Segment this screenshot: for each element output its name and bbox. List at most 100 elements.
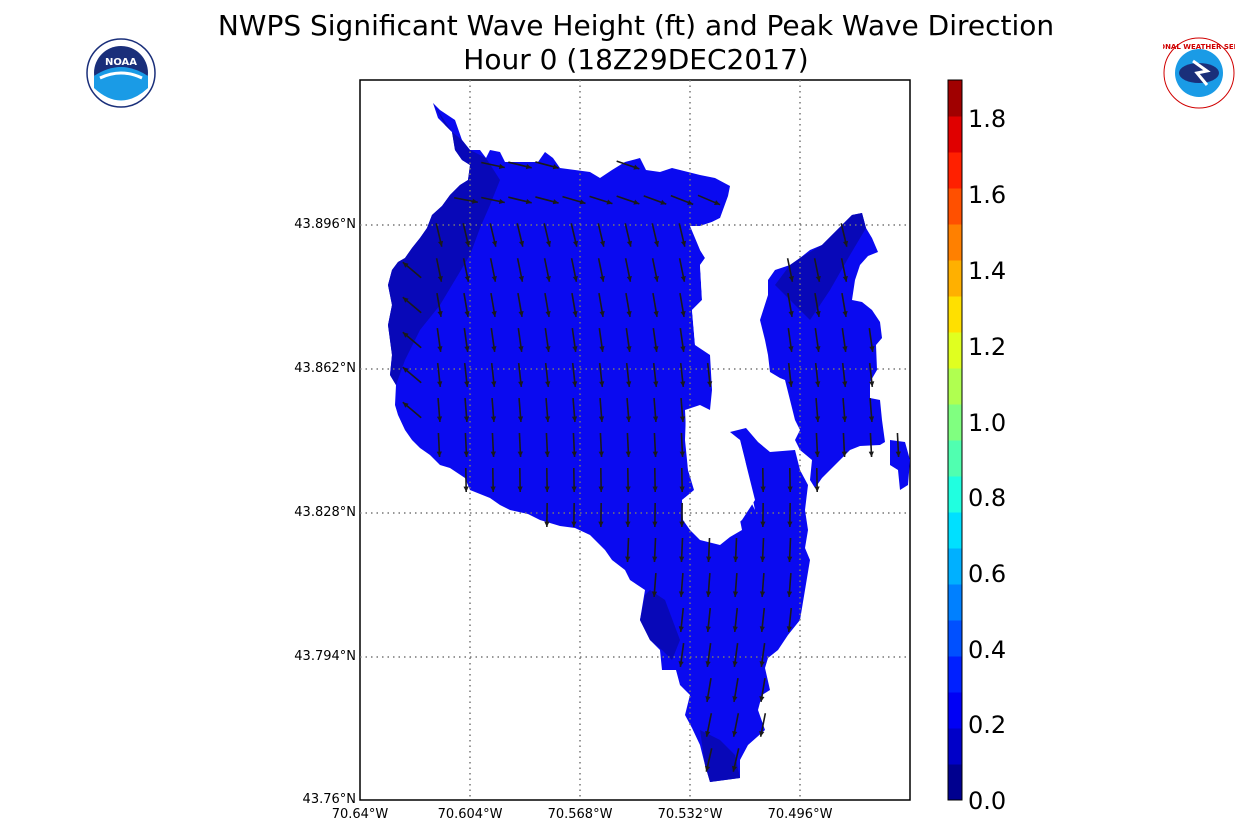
wave-direction-arrow-head [814, 451, 820, 457]
wave-direction-arrow-head [437, 275, 443, 282]
wave-direction-arrow-head [633, 164, 640, 170]
wave-direction-arrow-head [707, 381, 713, 387]
colorbar-segment [948, 368, 962, 405]
wave-direction-arrow-head [518, 346, 524, 352]
wave-direction-arrow-head [436, 451, 442, 457]
wave-direction-arrow-head [760, 521, 766, 527]
colorbar-segment [948, 152, 962, 189]
wave-direction-arrow-head [491, 240, 498, 247]
wave-direction-arrow-head [402, 367, 409, 373]
wave-direction-arrow-head [572, 381, 578, 387]
wave-direction-arrows [402, 160, 901, 772]
wave-direction-arrow-head [759, 591, 766, 597]
wave-direction-arrow-head [491, 275, 497, 282]
wave-direction-arrow-head [678, 626, 684, 632]
lon-label-70-64: 70.64°W [331, 807, 389, 822]
wave-direction-arrow-head [706, 556, 712, 562]
wave-direction-arrow-head [841, 416, 848, 422]
colorbar-segment [948, 116, 962, 153]
wave-direction-arrow-head [788, 311, 794, 317]
wave-direction-arrow-head [437, 240, 444, 247]
wave-direction-arrow-head [788, 346, 794, 352]
wave-direction-arrow-head [491, 311, 497, 317]
wave-direction-arrow-head [705, 730, 711, 737]
western-shelf [388, 103, 500, 385]
wave-direction-arrow-head [498, 198, 505, 204]
wave-direction-arrow-head [599, 381, 605, 387]
wave-direction-arrow-head [525, 199, 532, 205]
wave-direction-arrow-head [626, 275, 632, 282]
shallow-patch-south [700, 730, 740, 782]
wave-direction-arrow-head [788, 275, 794, 282]
wave-direction-arrow-head [714, 200, 721, 205]
wave-direction-arrow-head [733, 556, 739, 562]
wave-direction-arrow-head [545, 275, 551, 282]
wave-direction-arrow-head [678, 591, 685, 597]
wave-direction-arrow-head [687, 200, 694, 205]
wave-direction-arrow-head [598, 416, 605, 422]
lon-label-70-496: 70.496°W [767, 807, 833, 822]
wave-direction-arrow-head [545, 346, 551, 352]
north-white-gap [690, 218, 720, 350]
colorbar-segment [948, 692, 962, 729]
wave-direction-arrow-head [787, 486, 793, 492]
wave-direction-arrow-head [760, 486, 766, 492]
wave-direction-arrow-head [498, 163, 505, 169]
wave-direction-arrow-head [517, 416, 524, 422]
wave-direction-arrow-head [842, 275, 848, 282]
wave-direction-arrow-head [732, 730, 738, 737]
wave-direction-arrow-head [436, 416, 443, 422]
wave-direction-arrow-head [788, 381, 794, 387]
wave-direction-arrow-head [464, 240, 471, 247]
wave-direction-arrow-head [787, 521, 793, 527]
wave-direction-arrow-head [787, 556, 793, 562]
colorbar-label-1-4: 1.4 [968, 257, 1007, 285]
colorbar-segment [948, 440, 962, 477]
wave-direction-arrow-head [815, 275, 821, 282]
wave-direction-arrow-head [491, 381, 497, 387]
noaa-logo-icon: NOAA [86, 38, 156, 108]
wave-direction-arrow-head [606, 199, 613, 205]
lat-label-43-828: 43.828°N [294, 505, 356, 520]
shallow-patch-middle [640, 590, 680, 660]
wave-direction-arrow-head [679, 451, 685, 457]
wave-direction-arrow-head [545, 311, 551, 317]
wave-direction-arrow-head [759, 696, 765, 702]
wave-direction-arrow-head [625, 521, 631, 527]
wave-direction-arrow-head [680, 381, 686, 387]
noaa-logo-text: NOAA [105, 57, 137, 68]
colorbar-segment [948, 188, 962, 225]
wave-direction-arrow-head [518, 275, 524, 282]
lat-label-43-862: 43.862°N [294, 361, 356, 376]
wave-direction-arrow-head [705, 626, 711, 632]
wave-direction-arrow-head [517, 451, 523, 457]
lon-label-70-568: 70.568°W [547, 807, 613, 822]
colorbar-label-1-8: 1.8 [968, 105, 1007, 133]
wave-direction-arrow-head [552, 199, 559, 205]
map-title-line1: NWPS Significant Wave Height (ft) and Pe… [217, 9, 1055, 42]
wave-direction-arrow-head [402, 332, 409, 338]
nws-logo-icon: NATIONAL WEATHER SERVICE [1141, 37, 1257, 109]
colorbar-segment [948, 728, 962, 765]
wave-direction-arrow-head [815, 311, 821, 317]
wave-direction-arrow-head [599, 240, 606, 247]
wave-direction-arrow-head [545, 240, 552, 247]
wave-direction-arrow-head [759, 626, 765, 632]
wave-direction-arrow-head [518, 240, 525, 247]
shallow-patch-north [775, 213, 866, 320]
wave-direction-arrow-head [572, 275, 578, 282]
wave-direction-arrow-head [869, 346, 875, 352]
wave-direction-arrow-head [572, 240, 579, 247]
wave-direction-arrow-head [815, 346, 821, 352]
wave-direction-arrow-head [626, 346, 632, 352]
wave-direction-arrow-head [653, 381, 659, 387]
nws-logo-text: NATIONAL WEATHER SERVICE [1163, 43, 1235, 51]
wave-direction-arrow-head [463, 416, 470, 422]
wave-direction-arrow-head [490, 486, 496, 492]
wave-direction-arrow-head [680, 275, 686, 282]
wave-direction-arrow-head [464, 311, 470, 317]
wave-direction-arrow-head [705, 696, 711, 702]
wave-direction-arrow-head [626, 311, 632, 317]
wave-direction-arrow-head [651, 591, 658, 597]
wave-direction-arrow-head [868, 451, 874, 457]
